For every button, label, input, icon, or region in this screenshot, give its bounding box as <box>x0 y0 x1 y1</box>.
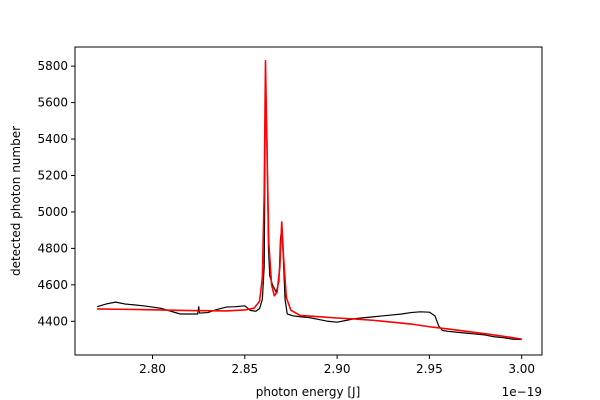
x-tick-label: 2.95 <box>416 362 443 376</box>
y-tick-label: 5800 <box>37 59 68 73</box>
x-tick-label: 2.80 <box>139 362 166 376</box>
plot-area <box>96 59 522 341</box>
y-axis-label: detected photon number <box>9 126 23 276</box>
x-offset-label: 1e−19 <box>502 385 542 399</box>
y-tick-label: 5400 <box>37 132 68 146</box>
x-tick-label: 2.85 <box>231 362 258 376</box>
x-tick-label: 2.90 <box>324 362 351 376</box>
y-tick-label: 5600 <box>37 96 68 110</box>
y-tick-label: 4600 <box>37 278 68 292</box>
axes-frame <box>74 46 543 356</box>
y-tick-label: 5000 <box>37 205 68 219</box>
series-line-fit <box>97 59 522 340</box>
axis-ticks: 2.80 2.85 2.90 2.95 3.00 4400 4600 4800 5000 5200… <box>37 59 535 376</box>
x-axis-label: photon energy [J] <box>256 385 361 399</box>
y-tick-label: 4400 <box>37 314 68 328</box>
x-tick-label: 3.00 <box>508 362 535 376</box>
y-tick-label: 4800 <box>37 241 68 255</box>
y-tick-label: 5200 <box>37 168 68 182</box>
